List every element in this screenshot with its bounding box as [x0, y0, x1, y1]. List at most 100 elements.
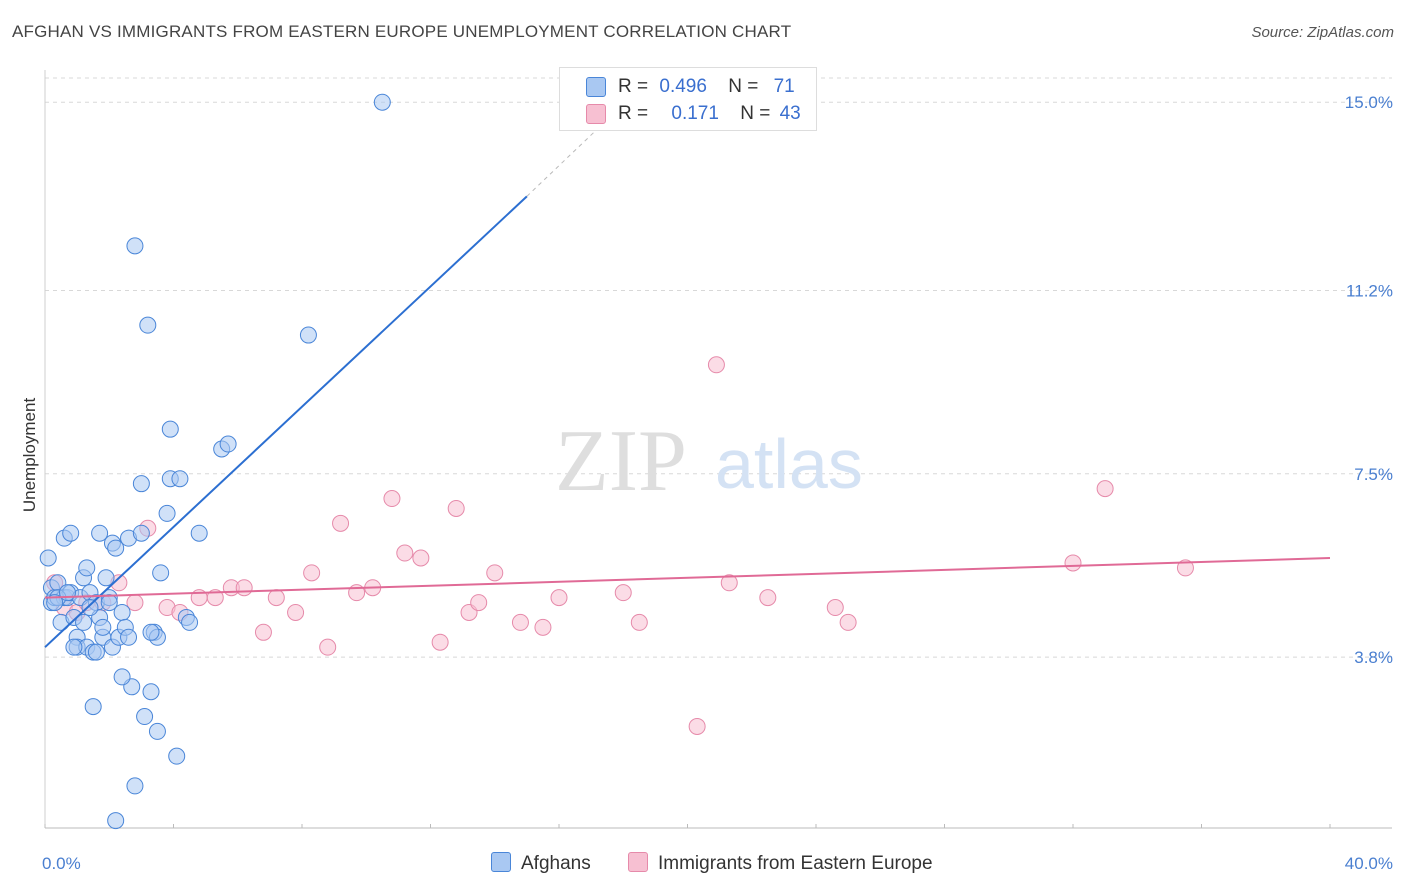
data-point-afghans	[91, 524, 109, 542]
data-point-eastern-europe	[447, 499, 465, 517]
data-point-eastern-europe	[707, 356, 725, 374]
data-point-eastern-europe	[511, 613, 529, 631]
data-point-eastern-europe	[759, 589, 777, 607]
y-tick-label: 3.8%	[1354, 648, 1393, 667]
data-point-afghans	[299, 326, 317, 344]
legend-swatch-afghans	[586, 77, 606, 97]
y-axis-label: Unemployment	[20, 398, 39, 513]
y-tick-label: 7.5%	[1354, 465, 1393, 484]
data-point-afghans	[132, 524, 150, 542]
data-point-afghans	[171, 470, 189, 488]
data-point-afghans	[219, 435, 237, 453]
watermark: ZIP atlas	[555, 413, 863, 510]
trend-line-eastern-europe	[44, 556, 1331, 599]
data-point-eastern-europe	[614, 584, 632, 602]
source-label: Source: ZipAtlas.com	[1251, 24, 1394, 41]
data-point-eastern-europe	[287, 603, 305, 621]
data-point-eastern-europe	[431, 633, 449, 651]
data-point-eastern-europe	[486, 564, 504, 582]
legend-r-value: 0.496	[659, 76, 707, 97]
data-point-afghans	[75, 613, 93, 631]
data-point-eastern-europe	[332, 514, 350, 532]
data-point-eastern-europe	[396, 544, 414, 562]
watermark-zip: ZIP	[555, 413, 687, 510]
data-point-afghans	[107, 539, 125, 557]
trend-lines	[44, 131, 1331, 648]
data-point-afghans	[152, 564, 170, 582]
data-point-afghans	[158, 504, 176, 522]
data-point-afghans	[142, 683, 160, 701]
data-point-afghans	[181, 613, 199, 631]
data-point-afghans	[107, 812, 125, 830]
data-point-afghans	[65, 638, 83, 656]
data-point-afghans	[39, 549, 57, 567]
data-point-afghans	[190, 524, 208, 542]
legend-r-label: R =	[618, 76, 649, 97]
data-point-eastern-europe	[470, 594, 488, 612]
data-point-afghans	[100, 594, 118, 612]
data-point-afghans	[97, 569, 115, 587]
data-point-afghans	[142, 623, 160, 641]
data-point-afghans	[126, 237, 144, 255]
data-point-afghans	[94, 618, 112, 636]
y-tick-label: 11.2%	[1346, 281, 1393, 300]
legend-r-value: 0.171	[671, 103, 719, 124]
bottom-legend-eastern-europe: Immigrants from Eastern Europe	[628, 852, 933, 875]
data-point-eastern-europe	[254, 623, 272, 641]
data-point-afghans	[78, 559, 96, 577]
data-point-eastern-europe	[303, 564, 321, 582]
bottom-legend-label: Immigrants from Eastern Europe	[658, 853, 933, 874]
watermark-atlas: atlas	[715, 425, 863, 503]
data-point-afghans	[113, 668, 131, 686]
data-point-eastern-europe	[267, 589, 285, 607]
data-point-eastern-europe	[383, 490, 401, 508]
legend-n-value: 71	[773, 76, 795, 97]
legend-n-label: N =	[728, 76, 759, 97]
data-point-afghans	[148, 722, 166, 740]
x-tick-label: 40.0%	[1345, 854, 1393, 873]
data-point-eastern-europe	[550, 589, 568, 607]
series-afghans-points	[39, 93, 391, 830]
data-point-afghans	[81, 599, 99, 617]
x-tick-labels: 0.0% 40.0%	[42, 854, 1393, 873]
data-point-eastern-europe	[235, 579, 253, 597]
legend-r-label: R =	[618, 103, 649, 124]
legend-n-value: 43	[779, 103, 801, 124]
data-point-afghans	[62, 524, 80, 542]
data-point-afghans	[139, 316, 157, 334]
data-point-afghans	[136, 708, 154, 726]
bottom-legend-label: Afghans	[521, 853, 591, 874]
data-point-eastern-europe	[412, 549, 430, 567]
data-point-eastern-europe	[534, 618, 552, 636]
bottom-legend-afghans: Afghans	[491, 852, 591, 875]
data-point-afghans	[84, 698, 102, 716]
data-point-afghans	[87, 643, 105, 661]
data-point-afghans	[132, 475, 150, 493]
data-point-eastern-europe	[720, 574, 738, 592]
bottom-legend-swatch-afghans	[491, 852, 511, 872]
y-tick-labels: 3.8% 7.5% 11.2% 15.0%	[1345, 93, 1393, 667]
data-point-eastern-europe	[1176, 559, 1194, 577]
trend-line-afghans-extension	[526, 131, 595, 197]
y-tick-label: 15.0%	[1345, 93, 1393, 112]
data-point-eastern-europe	[630, 613, 648, 631]
data-point-eastern-europe	[206, 589, 224, 607]
bottom-legend-swatch-eastern-europe	[628, 852, 648, 872]
legend-row-afghans: R = 0.496 N = 71	[618, 76, 795, 98]
chart-title: AFGHAN VS IMMIGRANTS FROM EASTERN EUROPE…	[12, 22, 792, 41]
data-point-afghans	[373, 93, 391, 111]
legend-swatch-eastern-europe	[586, 104, 606, 124]
correlation-legend: R = 0.496 N = 71 R = 0.171 N = 43	[559, 67, 817, 131]
trend-line-afghans	[44, 195, 528, 648]
data-point-afghans	[168, 747, 186, 765]
axes	[44, 70, 1392, 829]
data-point-eastern-europe	[1064, 554, 1082, 572]
legend-n-label: N =	[740, 103, 771, 124]
data-point-eastern-europe	[839, 613, 857, 631]
data-point-afghans	[161, 420, 179, 438]
data-point-afghans	[126, 777, 144, 795]
data-point-eastern-europe	[688, 717, 706, 735]
data-point-afghans	[46, 594, 64, 612]
data-point-eastern-europe	[1096, 480, 1114, 498]
